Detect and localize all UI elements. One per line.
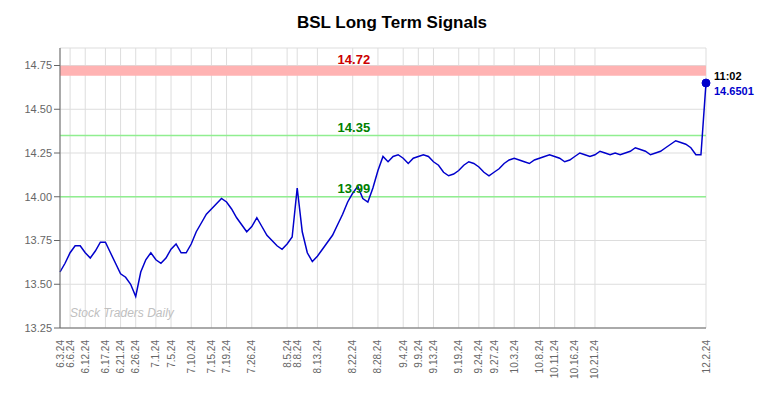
svg-text:10.21.24: 10.21.24	[589, 340, 600, 379]
svg-text:6.26.24: 6.26.24	[130, 340, 141, 374]
svg-text:14.35: 14.35	[338, 120, 371, 135]
svg-text:9.27.24: 9.27.24	[489, 340, 500, 374]
svg-text:13.25: 13.25	[24, 322, 52, 334]
svg-text:14.75: 14.75	[24, 59, 52, 71]
svg-text:8.8.24: 8.8.24	[292, 340, 303, 368]
svg-text:8.28.24: 8.28.24	[372, 340, 383, 374]
svg-text:7.19.24: 7.19.24	[221, 340, 232, 374]
svg-text:7.5.24: 7.5.24	[166, 340, 177, 368]
svg-text:7.26.24: 7.26.24	[246, 340, 257, 374]
svg-text:9.24.24: 9.24.24	[473, 340, 484, 374]
svg-text:7.1.24: 7.1.24	[150, 340, 161, 368]
svg-text:14.25: 14.25	[24, 147, 52, 159]
svg-text:6.21.24: 6.21.24	[115, 340, 126, 374]
svg-text:6.12.24: 6.12.24	[80, 340, 91, 374]
svg-text:11:02: 11:02	[714, 70, 742, 82]
svg-text:14.00: 14.00	[24, 191, 52, 203]
svg-text:14.6501: 14.6501	[714, 85, 754, 97]
svg-text:14.72: 14.72	[338, 52, 371, 67]
svg-text:6.3.24: 6.3.24	[54, 340, 66, 368]
html-text:BSL Long Term Signals: BSL Long Term Signals	[296, 13, 488, 32]
svg-text:10.16.24: 10.16.24	[569, 340, 580, 379]
svg-text:6.6.24: 6.6.24	[65, 340, 76, 368]
svg-text:13.75: 13.75	[24, 234, 52, 246]
svg-text:10.8.24: 10.8.24	[534, 340, 545, 374]
svg-text:8.5.24: 8.5.24	[281, 340, 293, 368]
svg-text:9.13.24: 9.13.24	[428, 340, 439, 374]
svg-text:14.50: 14.50	[24, 103, 52, 115]
svg-text:6.17.24: 6.17.24	[100, 340, 111, 374]
svg-text:10.3.24: 10.3.24	[509, 340, 520, 374]
svg-text:10.11.24: 10.11.24	[549, 340, 560, 379]
svg-text:9.19.24: 9.19.24	[453, 340, 464, 374]
svg-text:13.99: 13.99	[338, 181, 371, 196]
svg-text:9.4.24: 9.4.24	[398, 340, 409, 368]
svg-text:8.22.24: 8.22.24	[347, 340, 358, 374]
svg-text:9.9.24: 9.9.24	[413, 340, 424, 368]
svg-text:12.2.24: 12.2.24	[701, 340, 712, 374]
svg-text:8.13.24: 8.13.24	[312, 340, 323, 374]
svg-text:7.15.24: 7.15.24	[206, 340, 217, 374]
svg-text:13.50: 13.50	[24, 278, 52, 290]
html-text:Stock Traders Daily: Stock Traders Daily	[70, 306, 174, 320]
svg-text:7.10.24: 7.10.24	[186, 340, 197, 374]
